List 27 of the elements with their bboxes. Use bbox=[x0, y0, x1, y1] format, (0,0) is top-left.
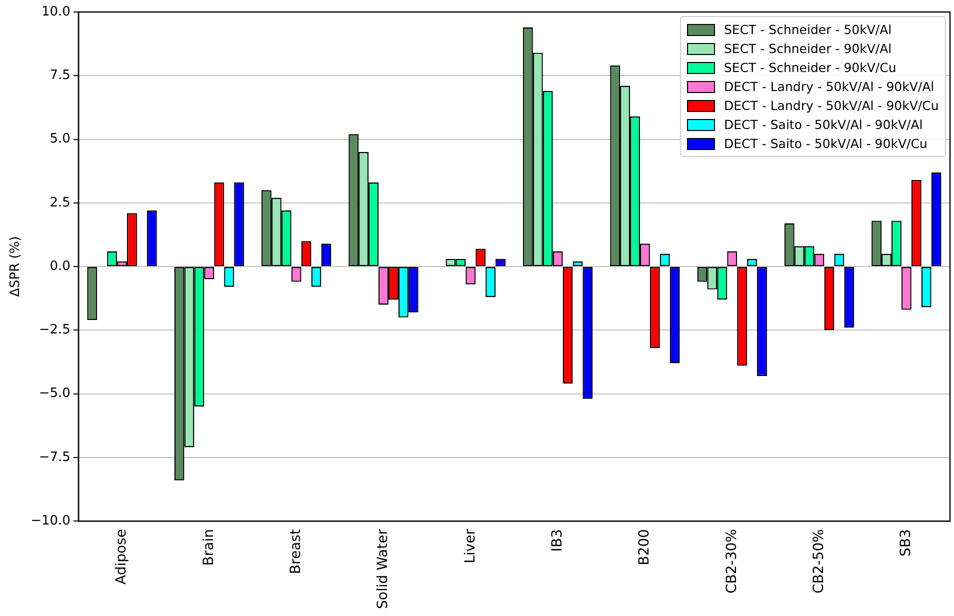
legend-label: DECT - Saito - 50kV/Al - 90kV/Cu bbox=[724, 136, 928, 151]
legend-label: SECT - Schneider - 50kV/Al bbox=[724, 22, 892, 37]
legend-label: DECT - Landry - 50kV/Al - 90kV/Al bbox=[724, 79, 934, 94]
x-tick-label: Brain bbox=[200, 529, 217, 566]
legend-label: DECT - Saito - 50kV/Al - 90kV/Al bbox=[724, 117, 923, 132]
y-tick-label: 2.5 bbox=[50, 195, 70, 210]
y-tick-label: −10.0 bbox=[30, 513, 70, 528]
legend-label: SECT - Schneider - 90kV/Cu bbox=[724, 60, 896, 75]
y-tick-label: 5.0 bbox=[50, 132, 70, 147]
x-tick-label: CB2-50% bbox=[810, 529, 827, 594]
y-tick-label: −5.0 bbox=[38, 386, 70, 402]
x-tick-label: CB2-30% bbox=[724, 529, 740, 594]
x-tick-label: Liver bbox=[462, 528, 478, 564]
x-tick-label: IB3 bbox=[549, 529, 566, 552]
y-tick-label: −2.5 bbox=[38, 322, 70, 338]
y-tick-label: 7.5 bbox=[50, 68, 70, 84]
x-tick-label: Solid Water bbox=[375, 528, 392, 609]
x-tick-label: SB3 bbox=[898, 529, 914, 556]
x-tick-label: Breast bbox=[288, 528, 304, 574]
legend-label: DECT - Landry - 50kV/Al - 90kV/Cu bbox=[724, 98, 939, 113]
legend-label: SECT - Schneider - 90kV/Al bbox=[724, 41, 892, 56]
y-tick-label: −7.5 bbox=[38, 450, 70, 465]
x-tick-label: B200 bbox=[636, 529, 653, 566]
y-tick-label: 10.0 bbox=[41, 4, 70, 20]
y-axis-title: ΔSPR (%) bbox=[8, 236, 24, 297]
y-tick-label: 0.0 bbox=[50, 258, 70, 274]
x-tick-label: Adipose bbox=[114, 529, 130, 585]
